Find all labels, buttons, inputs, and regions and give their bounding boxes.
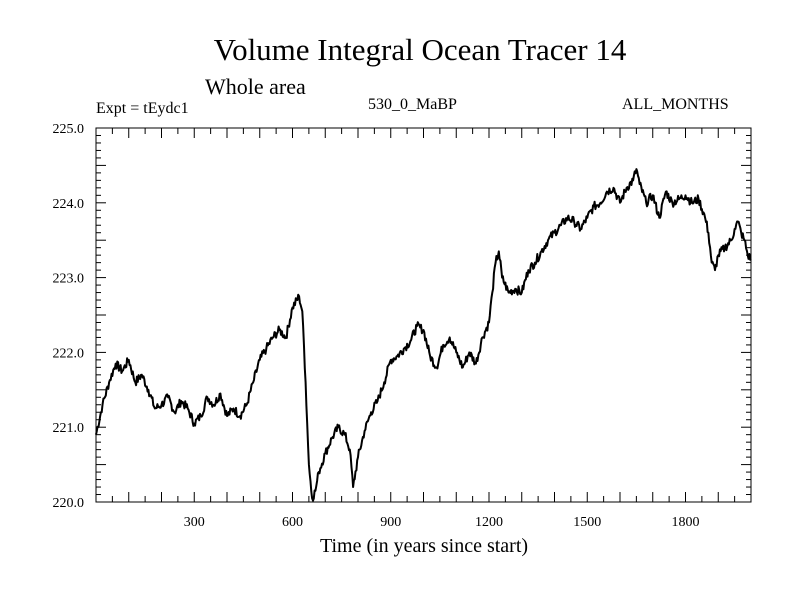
data-series-line	[95, 168, 752, 502]
y-tick-label: 220.0	[53, 496, 85, 511]
experiment-label: Expt = tEydc1	[96, 100, 189, 117]
x-tick-label: 600	[282, 515, 303, 530]
plot-frame	[95, 127, 752, 503]
y-tick-label: 221.0	[53, 421, 85, 436]
x-tick-label: 1200	[475, 515, 503, 530]
tick-labels: 300 600 900 1200 1500 1800 220.0 221.0 222.0 223.…	[53, 122, 700, 530]
months-label: ALL_MONTHS	[622, 96, 729, 113]
axis-ticks	[96, 128, 751, 502]
x-tick-label: 1800	[672, 515, 700, 530]
x-tick-label: 900	[380, 515, 401, 530]
y-tick-label: 224.0	[53, 197, 85, 212]
x-tick-label: 300	[184, 515, 205, 530]
period-label: 530_0_MaBP	[368, 96, 457, 113]
chart-title: Volume Integral Ocean Tracer 14	[213, 32, 627, 67]
chart-subtitle: Whole area	[205, 74, 306, 99]
y-tick-label: 223.0	[53, 272, 85, 287]
y-tick-label: 225.0	[53, 122, 85, 137]
x-tick-label: 1500	[573, 515, 601, 530]
x-axis-label: Time (in years since start)	[319, 535, 529, 557]
y-tick-label: 222.0	[53, 346, 85, 361]
